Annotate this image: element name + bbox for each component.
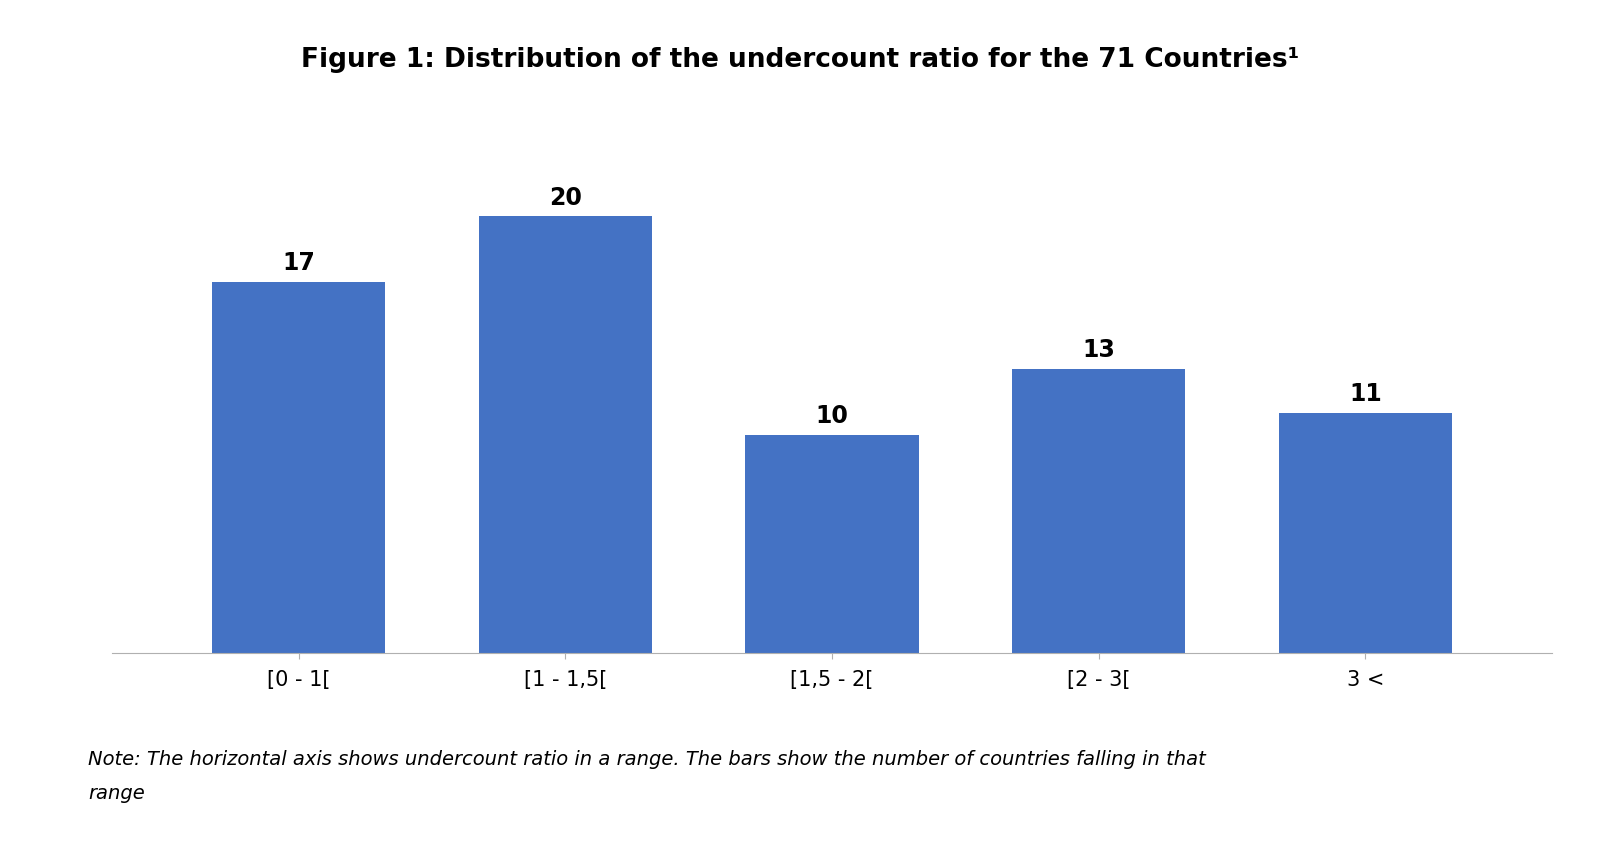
Text: 20: 20 [549,186,582,210]
Text: 17: 17 [282,251,315,275]
Bar [1278,412,1453,653]
Bar [478,216,653,653]
Text: 11: 11 [1349,382,1382,406]
Bar [746,435,918,653]
Text: range: range [88,784,144,803]
Text: Note: The horizontal axis shows undercount ratio in a range. The bars show the n: Note: The horizontal axis shows undercou… [88,750,1206,769]
Text: 13: 13 [1082,338,1115,362]
Text: Figure 1: Distribution of the undercount ratio for the 71 Countries¹: Figure 1: Distribution of the undercount… [301,47,1299,73]
Bar [211,282,386,653]
Bar [1011,369,1186,653]
Text: 10: 10 [816,404,848,428]
